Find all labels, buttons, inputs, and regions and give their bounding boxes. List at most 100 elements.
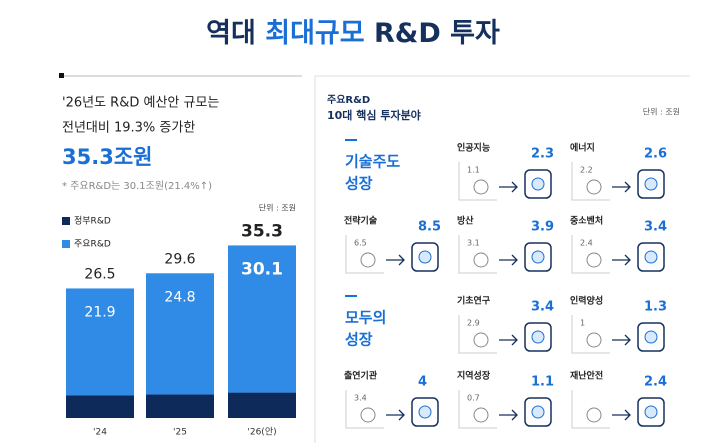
bar-segment [66,288,134,396]
item-arrow [612,254,631,266]
item-after: 2.3 [531,147,554,162]
item-icon-detail [531,177,545,191]
item-frame [345,390,384,429]
item-frame [571,235,610,274]
item-arrow [499,334,518,346]
item-arrow [499,254,518,266]
item-after: 1.3 [644,300,667,315]
item-name: 인력양성 [570,295,603,307]
item-frame [571,315,610,354]
item-name: 재난안전 [570,370,603,382]
item-name: 출연기관 [344,370,378,382]
x-tick-label: '26(안) [247,427,276,438]
item-after: 4 [418,375,427,390]
item-name: 인공지능 [457,142,490,154]
item-before: 6.5 [354,239,367,248]
bar-segment [228,392,296,418]
item-after: 2.4 [644,375,667,390]
item-icon-old [473,252,489,268]
item-icon-old [586,332,602,348]
x-tick-label: '24 [93,428,107,438]
item-icon-detail [418,405,432,419]
item-icon-old [360,407,376,423]
intro-note: * 주요R&D는 30.1조원(21.4%↑) [62,180,212,192]
item-name: 기초연구 [457,295,490,307]
x-tick-label: '25 [173,428,187,438]
item-after: 3.4 [531,300,554,315]
title-pre: 역대 [206,18,256,49]
item-icon-detail [644,405,658,419]
item-frame [571,162,610,201]
item-before: 0.7 [467,394,480,403]
corner-mark [59,73,64,78]
intro-amount: 35.3조원 [62,145,152,169]
segment-label: 21.9 [84,304,115,320]
item-icon-new [524,397,552,427]
item-after: 3.9 [531,220,554,235]
item-icon-new [524,169,552,199]
legend-swatch [62,240,70,248]
intro-text: 전년대비 19.3% 증가한 [62,121,195,136]
bar-segment [66,395,134,418]
total-label: 29.6 [164,251,195,267]
item-icon-detail [531,250,545,264]
item-icon-new [637,397,665,427]
item-name: 에너지 [570,142,595,154]
panel-title: 10대 핵심 투자분야 [327,108,421,122]
unit-label: 단위 : 조원 [643,107,680,117]
item-icon-detail [644,330,658,344]
item-after: 3.4 [644,220,667,235]
intro-text: '26년도 R&D 예산안 규모는 [62,96,219,111]
segment-label: 24.8 [164,289,195,305]
item-icon-detail [531,405,545,419]
item-icon-new [637,242,665,272]
group-label: 기술주도 [345,153,400,171]
item-arrow [612,409,631,421]
item-after: 1.1 [531,375,554,390]
item-icon-new [411,397,439,427]
item-arrow [499,409,518,421]
group-label: 성장 [345,175,373,193]
item-frame [458,162,497,201]
legend-swatch [62,217,70,225]
panel-title: 주요R&D [327,94,370,106]
legend-label: 주요R&D [74,239,111,250]
item-icon-new [637,322,665,352]
item-icon-old [473,179,489,195]
item-icon-detail [644,177,658,191]
segment-label: 30.1 [241,259,283,279]
bar-segment [146,394,214,418]
unit-label: 단위 : 조원 [259,203,296,213]
total-label: 26.5 [84,266,115,282]
legend-label: 정부R&D [74,216,111,227]
item-before: 2.9 [467,319,480,328]
item-frame [458,315,497,354]
item-before: 3.1 [467,239,480,248]
item-frame [458,235,497,274]
item-before: 3.4 [354,394,367,403]
item-after: 2.6 [644,147,667,162]
item-before: 2.2 [580,166,593,175]
item-name: 지역성장 [457,370,491,382]
item-icon-old [586,252,602,268]
item-icon-new [637,169,665,199]
item-frame [345,235,384,274]
item-name: 중소벤처 [570,215,603,227]
item-icon-old [473,332,489,348]
item-name: 전략기술 [344,215,377,227]
bar-segment [228,245,296,393]
item-icon-old [586,179,602,195]
item-icon-detail [644,250,658,264]
item-icon-old [473,407,489,423]
item-frame [458,390,497,429]
total-label: 35.3 [241,221,283,241]
item-name: 방산 [457,215,474,227]
item-icon-old [360,252,376,268]
item-before: 1 [580,319,585,328]
item-icon-old [586,407,602,423]
item-after: 8.5 [418,220,441,235]
item-icon-new [411,242,439,272]
title-highlight: 최대규모 [265,18,364,49]
item-arrow [612,181,631,193]
